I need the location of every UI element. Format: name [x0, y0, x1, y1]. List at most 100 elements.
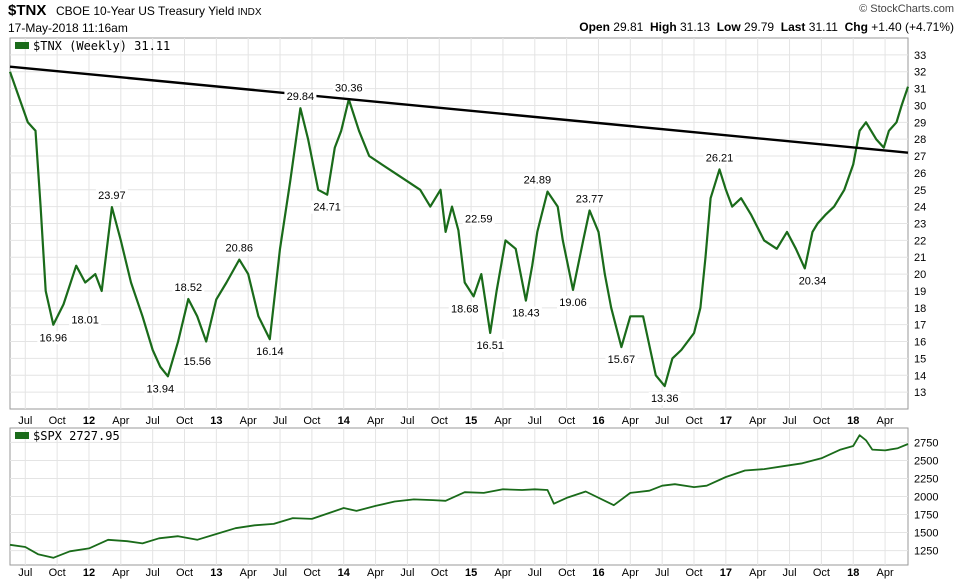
open-label: Open	[579, 20, 610, 34]
tnx-x-tick-label: Jul	[400, 415, 414, 427]
tnx-x-tick-label: Oct	[558, 415, 575, 427]
spx-y-tick-label: 1500	[914, 528, 938, 540]
tnx-x-tick-label: 12	[83, 415, 95, 427]
point-label-bg	[796, 274, 829, 288]
spx-x-tick-label: 16	[592, 567, 604, 579]
point-label-bg	[573, 192, 606, 206]
point-label: 24.71	[313, 202, 341, 214]
point-label: 18.52	[175, 282, 203, 294]
chg-label: Chg	[844, 20, 868, 34]
point-label-bg	[172, 281, 205, 295]
point-label-bg	[311, 200, 344, 214]
tnx-x-tick-label: Oct	[685, 415, 702, 427]
instrument-title: CBOE 10-Year US Treasury Yield INDX	[56, 4, 262, 18]
tnx-y-tick-label: 21	[914, 252, 926, 264]
point-label: 20.86	[226, 243, 254, 255]
spx-panel: 1250 1500 1750 2000 2250 2500 2750 Jul Oct 12 Apr J…	[9, 427, 938, 579]
point-label: 18.01	[71, 315, 99, 327]
tnx-x-tick-label: Apr	[367, 415, 384, 427]
tnx-x-tick-label: 16	[592, 415, 604, 427]
spx-y-tick-label: 1750	[914, 510, 938, 522]
tnx-x-tick-label: 13	[210, 415, 222, 427]
spx-x-tick-label: Jul	[655, 567, 669, 579]
point-label-bg	[253, 345, 286, 359]
spx-x-tick-label: Apr	[240, 567, 257, 579]
tnx-y-tick-label: 22	[914, 235, 926, 247]
tnx-x-tick-label: 18	[847, 415, 859, 427]
exchange-label: INDX	[237, 7, 262, 18]
spx-x-tick-label: Oct	[303, 567, 320, 579]
point-label: 13.94	[147, 383, 175, 395]
tnx-y-tick-label: 31	[914, 84, 926, 96]
point-label: 23.97	[98, 190, 126, 202]
point-label-bg	[448, 302, 481, 316]
tnx-y-tick-label: 33	[914, 50, 926, 62]
spx-x-tick-label: Oct	[813, 567, 830, 579]
tnx-y-tick-label: 15	[914, 353, 926, 365]
point-label: 24.89	[524, 175, 552, 187]
high-label: High	[649, 20, 677, 34]
low-value: 29.79	[744, 20, 775, 34]
spx-x-tick-label: Oct	[685, 567, 702, 579]
spx-x-tick-label: Apr	[877, 567, 894, 579]
tnx-x-tick-label: Jul	[146, 415, 160, 427]
symbol: $TNX	[8, 2, 47, 19]
tnx-y-tick-label: 27	[914, 151, 926, 163]
tnx-x-tick-label: Apr	[622, 415, 639, 427]
point-label-bg	[95, 189, 128, 203]
tnx-panel: 13 14 15 16 17 18 19 20 21 22 23 24 25 26 27 28 29 30 31 32…	[8, 37, 926, 427]
spx-x-tick-label: Apr	[112, 567, 129, 579]
tnx-x-tick-label: Apr	[112, 415, 129, 427]
spx-x-tick-label: 12	[83, 567, 95, 579]
tnx-x-tick-label: Jul	[273, 415, 287, 427]
point-label: 19.06	[559, 297, 587, 309]
point-label: 15.67	[608, 354, 636, 366]
spx-x-tick-label: Oct	[49, 567, 66, 579]
spx-y-tick-label: 1250	[914, 546, 938, 558]
point-label: 23.77	[576, 194, 604, 206]
tnx-legend-swatch	[15, 42, 29, 49]
tnx-x-tick-label: 14	[338, 415, 351, 427]
point-label: 13.36	[651, 393, 679, 405]
spx-x-tick-label: Oct	[431, 567, 448, 579]
point-label: 16.51	[476, 340, 504, 352]
tnx-series-line	[8, 71, 910, 388]
point-label-bg	[144, 382, 177, 396]
tnx-y-tick-label: 23	[914, 219, 926, 231]
high-value: 31.13	[680, 20, 711, 34]
low-label: Low	[716, 20, 741, 34]
last-label: Last	[780, 20, 806, 34]
tnx-x-tick-label: Jul	[528, 415, 542, 427]
point-label-bg	[605, 353, 638, 367]
spx-x-tick-label: Apr	[749, 567, 766, 579]
chart-header: $TNX CBOE 10-Year US Treasury Yield INDX…	[8, 2, 958, 36]
tnx-y-tick-label: 30	[914, 100, 926, 112]
point-label-bg	[648, 392, 681, 406]
tnx-y-tick-label: 19	[914, 286, 926, 298]
instrument-name: CBOE 10-Year US Treasury Yield	[56, 4, 235, 18]
point-label: 30.36	[335, 82, 363, 94]
spx-x-tick-label: 14	[338, 567, 351, 579]
point-label-bg	[37, 331, 70, 345]
tnx-x-tick-label: Apr	[877, 415, 894, 427]
tnx-y-tick-label: 14	[914, 370, 926, 382]
tnx-y-tick-label: 26	[914, 168, 926, 180]
spx-x-tick-label: Jul	[18, 567, 32, 579]
point-label-bg	[557, 295, 590, 309]
tnx-legend-label: $TNX (Weekly) 31.11	[33, 39, 170, 53]
tnx-x-tick-label: 17	[720, 415, 732, 427]
tnx-x-tick-label: Oct	[431, 415, 448, 427]
tnx-y-tick-label: 32	[914, 67, 926, 79]
spx-x-tick-label: Oct	[176, 567, 193, 579]
spx-x-tick-label: Apr	[494, 567, 511, 579]
spx-x-tick-label: 18	[847, 567, 859, 579]
point-label-bg	[284, 90, 317, 104]
point-label-bg	[509, 306, 542, 320]
tnx-y-tick-label: 25	[914, 185, 926, 197]
point-label: 18.43	[512, 308, 540, 320]
spx-x-tick-label: Jul	[400, 567, 414, 579]
tnx-x-tick-label: Apr	[749, 415, 766, 427]
tnx-x-tick-label: 15	[465, 415, 477, 427]
spx-y-tick-label: 2000	[914, 492, 938, 504]
copyright: © StockCharts.com	[859, 3, 954, 15]
